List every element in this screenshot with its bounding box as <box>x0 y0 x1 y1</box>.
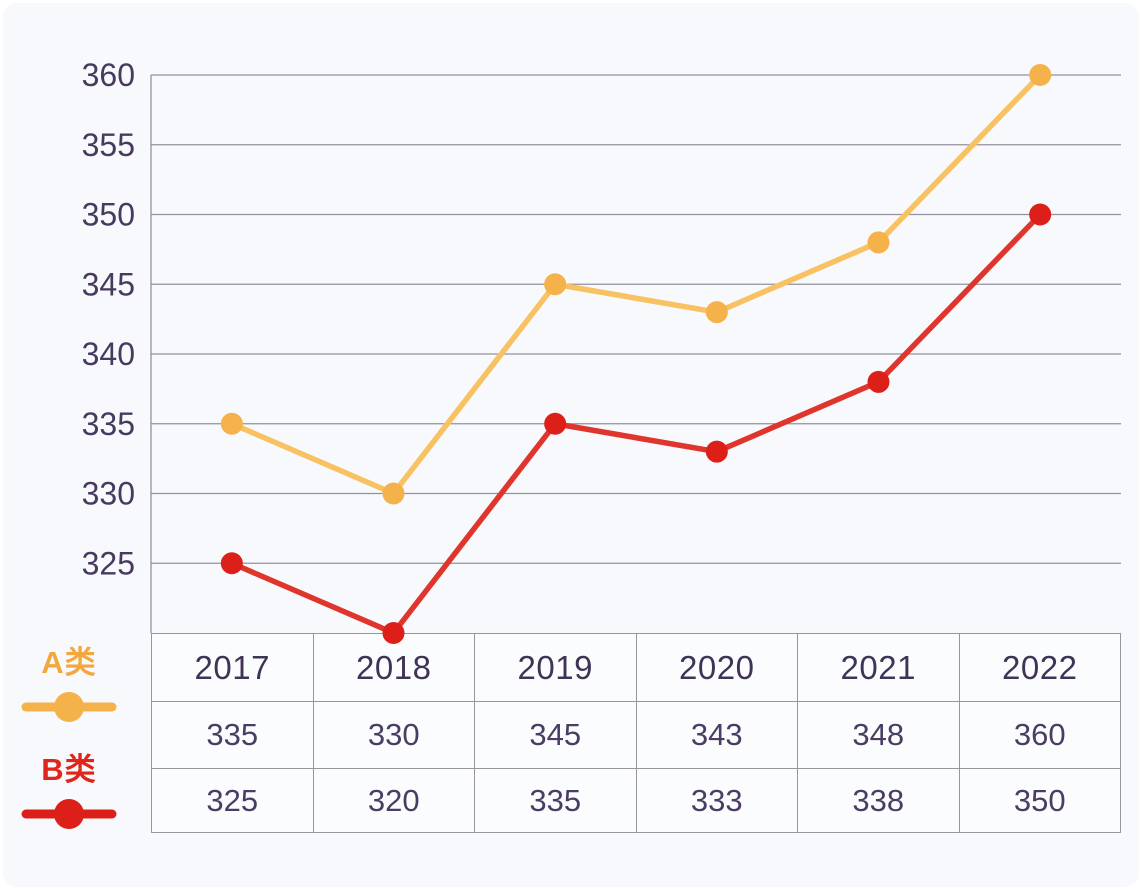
series-1-value-cell-2022: 350 <box>958 768 1121 833</box>
year-header-cell-2022: 2022 <box>958 633 1121 702</box>
data-point-1-2020 <box>705 440 728 463</box>
year-header-cell-2021: 2021 <box>797 633 960 702</box>
legend-item-b: B类 <box>21 753 117 830</box>
legend-label-b: B类 <box>41 752 97 787</box>
y-tick-label-325: 325 <box>82 545 135 581</box>
table-row: 325 320 335 333 338 350 <box>151 768 1121 833</box>
year-header-cell-2018: 2018 <box>312 633 475 702</box>
legend-marker-a-icon <box>21 692 117 722</box>
data-point-0-2020 <box>705 301 728 324</box>
data-point-1-2017 <box>220 552 243 575</box>
series-0-value-cell-2019: 345 <box>474 701 637 769</box>
series-0-value-cell-2017: 335 <box>151 701 314 769</box>
y-tick-label-335: 335 <box>82 406 135 442</box>
y-tick-label-355: 355 <box>82 127 135 163</box>
series-0-value-cell-2022: 360 <box>958 701 1121 769</box>
series-line-1 <box>229 211 1043 636</box>
data-point-0-2017 <box>220 412 243 435</box>
y-tick-label-360: 360 <box>82 57 135 93</box>
y-tick-label-330: 330 <box>82 476 135 512</box>
legend-marker-b-icon <box>21 799 117 829</box>
y-tick-label-340: 340 <box>82 336 135 372</box>
series-1-value-cell-2019: 335 <box>474 768 637 833</box>
series-0-value-cell-2018: 330 <box>312 701 475 769</box>
year-header-cell-2019: 2019 <box>474 633 637 702</box>
table-row: 335 330 345 343 348 360 <box>151 701 1121 769</box>
data-table: 2017 2018 2019 2020 2021 2022 335 330 345 343 348 3… <box>151 633 1121 833</box>
year-header-cell-2020: 2020 <box>635 633 798 702</box>
data-point-0-2018 <box>382 482 405 505</box>
data-point-1-2019 <box>544 412 567 435</box>
data-point-1-2021 <box>867 370 890 393</box>
series-1-value-cell-2021: 338 <box>797 768 960 833</box>
data-point-0-2022 <box>1029 64 1052 86</box>
legend-item-a: A类 <box>21 646 117 723</box>
series-line-0 <box>229 72 1043 497</box>
series-0-value-cell-2020: 343 <box>635 701 798 769</box>
table-header-row: 2017 2018 2019 2020 2021 2022 <box>151 633 1121 702</box>
data-point-0-2019 <box>544 273 567 296</box>
y-tick-label-350: 350 <box>82 197 135 233</box>
series-0-value-cell-2021: 348 <box>797 701 960 769</box>
legend-label-a: A类 <box>41 645 97 680</box>
data-point-1-2022 <box>1029 203 1052 226</box>
series-1-value-cell-2018: 320 <box>312 768 475 833</box>
series-1-value-cell-2020: 333 <box>635 768 798 833</box>
chart-card: 360 355 350 345 340 335 330 325 A类 B类 2017 2018 2… <box>3 3 1139 887</box>
series-1-value-cell-2017: 325 <box>151 768 314 833</box>
year-header-cell-2017: 2017 <box>151 633 314 702</box>
line-chart: 360 355 350 345 340 335 330 325 <box>82 57 1121 644</box>
data-point-0-2021 <box>867 231 890 254</box>
y-tick-label-345: 345 <box>82 266 135 302</box>
data-table-container: 2017 2018 2019 2020 2021 2022 335 330 345 343 348 3… <box>151 633 1121 833</box>
